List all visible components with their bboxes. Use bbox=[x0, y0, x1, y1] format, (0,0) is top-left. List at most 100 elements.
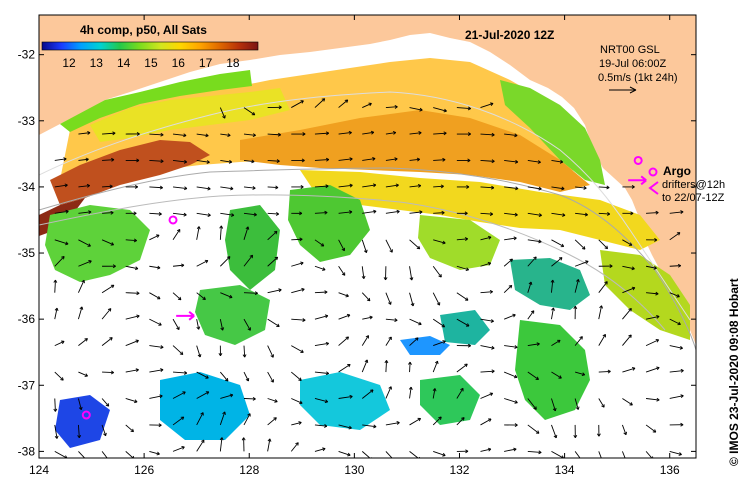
current-vector-head bbox=[88, 260, 92, 264]
current-vector bbox=[527, 160, 541, 163]
current-vector-head bbox=[158, 322, 162, 326]
current-vector-head bbox=[180, 416, 185, 420]
sst-teal-south-patch bbox=[440, 310, 490, 345]
current-vector bbox=[551, 424, 557, 439]
current-vector bbox=[196, 292, 206, 300]
current-vector bbox=[409, 211, 423, 214]
current-vector bbox=[243, 318, 251, 331]
y-tick-label: -35 bbox=[18, 246, 36, 260]
current-vector-head bbox=[205, 375, 209, 379]
current-vector bbox=[172, 345, 184, 355]
current-vector bbox=[598, 239, 608, 249]
drifter-legend-line1: drifters@12h bbox=[662, 179, 725, 191]
current-vector-head bbox=[601, 460, 604, 463]
current-vector bbox=[551, 307, 554, 320]
current-vector-head bbox=[533, 406, 537, 410]
current-vector-head bbox=[416, 245, 421, 250]
current-vector-head bbox=[324, 210, 328, 215]
current-vector bbox=[102, 212, 114, 214]
current-vector bbox=[527, 239, 542, 243]
current-vector bbox=[621, 424, 627, 435]
current-vector bbox=[125, 239, 137, 242]
current-vector-head bbox=[489, 392, 494, 396]
current-vector bbox=[314, 159, 329, 161]
current-vector bbox=[243, 160, 255, 163]
current-vector-head bbox=[655, 210, 659, 215]
current-vector bbox=[362, 158, 376, 161]
current-vector bbox=[101, 284, 115, 294]
current-vector-head bbox=[158, 212, 162, 216]
current-vector bbox=[646, 292, 659, 295]
current-vector-head bbox=[160, 132, 164, 137]
current-vector bbox=[267, 371, 274, 383]
current-vector bbox=[149, 212, 162, 215]
current-vector bbox=[385, 239, 393, 253]
current-vector-head bbox=[677, 263, 682, 268]
current-vector-head bbox=[513, 374, 518, 379]
current-vector bbox=[480, 291, 493, 294]
current-vector bbox=[78, 211, 92, 214]
current-vector-head bbox=[604, 245, 609, 250]
current-vector-head bbox=[408, 361, 412, 365]
current-vector-head bbox=[535, 376, 539, 380]
current-vector-head bbox=[575, 279, 580, 283]
current-vector bbox=[338, 364, 351, 373]
current-vector-head bbox=[181, 263, 185, 268]
current-vector bbox=[267, 438, 271, 452]
current-vector-head bbox=[61, 255, 65, 260]
sst-band-yellow bbox=[90, 88, 290, 142]
current-vector-head bbox=[348, 130, 352, 135]
map-info-line1: NRT00 GSL bbox=[600, 44, 660, 56]
current-vector-head bbox=[388, 336, 392, 340]
current-vector bbox=[362, 210, 377, 214]
current-vector-head bbox=[490, 185, 495, 190]
current-vector bbox=[149, 160, 164, 162]
current-vector-head bbox=[204, 259, 209, 264]
current-vector-head bbox=[535, 430, 540, 434]
current-vector-head bbox=[602, 334, 606, 338]
sst-green-patch-mid bbox=[225, 205, 280, 290]
current-vector bbox=[432, 265, 442, 278]
x-tick-label: 134 bbox=[555, 463, 575, 477]
current-vector bbox=[267, 231, 278, 241]
current-vector bbox=[267, 417, 277, 426]
current-vector-head bbox=[84, 338, 88, 342]
current-vector-head bbox=[249, 254, 254, 259]
current-vector-head bbox=[552, 407, 557, 412]
current-vector bbox=[622, 287, 636, 294]
current-vector-head bbox=[109, 184, 113, 189]
current-vector bbox=[361, 359, 368, 373]
current-vector-head bbox=[105, 403, 110, 407]
current-vector bbox=[338, 132, 352, 135]
current-vector-head bbox=[396, 209, 400, 214]
current-vector bbox=[78, 132, 91, 135]
current-vector-head bbox=[557, 339, 561, 344]
current-vector bbox=[598, 186, 610, 189]
current-vector-head bbox=[107, 308, 112, 312]
current-vector bbox=[338, 99, 349, 108]
sst-yellow-green-far-east bbox=[600, 250, 690, 340]
current-vector-head bbox=[415, 337, 419, 341]
current-vector-head bbox=[584, 212, 588, 217]
current-vector bbox=[551, 339, 561, 346]
bathymetry-contour-deep bbox=[39, 194, 666, 331]
current-vector bbox=[527, 450, 542, 453]
current-vector bbox=[314, 398, 328, 403]
current-vector-head bbox=[245, 377, 250, 382]
current-vector bbox=[101, 239, 114, 246]
current-vector-head bbox=[417, 183, 422, 188]
current-vector-head bbox=[77, 434, 82, 439]
current-vector bbox=[574, 398, 579, 410]
current-vector-head bbox=[61, 340, 65, 345]
current-vector bbox=[338, 239, 345, 251]
current-vector-head bbox=[558, 375, 562, 379]
current-vector bbox=[101, 308, 112, 320]
current-vector-head bbox=[196, 226, 201, 230]
current-vector bbox=[78, 371, 88, 377]
current-vector-head bbox=[514, 212, 518, 217]
sst-warm-core bbox=[50, 140, 210, 205]
current-vector-head bbox=[419, 210, 423, 215]
current-vector-head bbox=[183, 159, 188, 164]
current-vector-head bbox=[434, 360, 439, 365]
current-vector-head bbox=[464, 237, 469, 241]
